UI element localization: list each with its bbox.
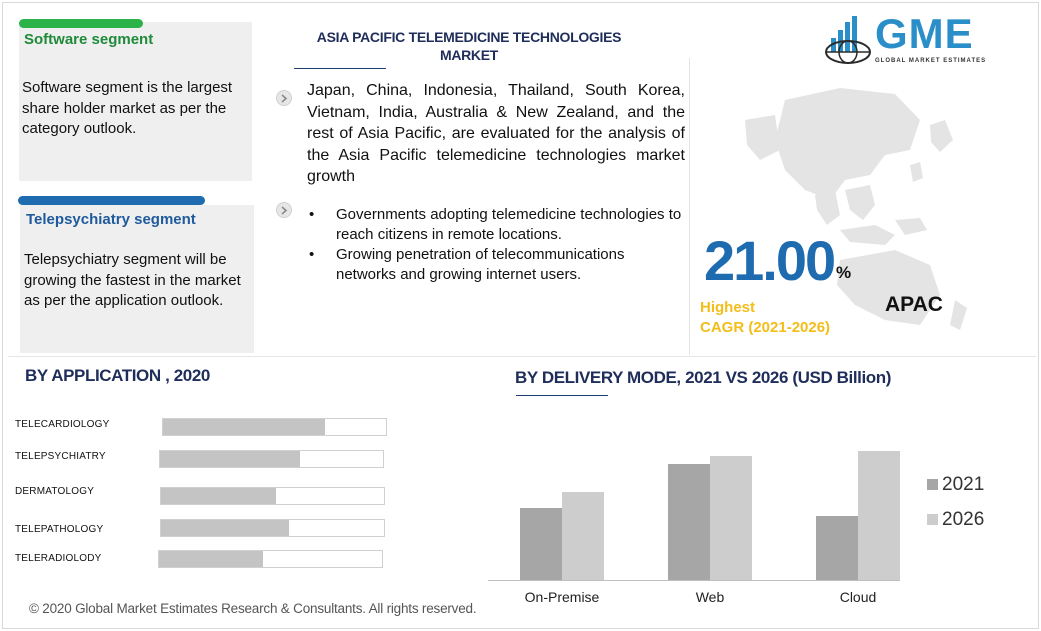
delivery-mode-bar-chart: On-Premise Web Cloud 2021 2026 bbox=[488, 451, 984, 605]
bar-2021-on-premise bbox=[520, 508, 562, 580]
x-tick-label: Cloud bbox=[840, 589, 877, 605]
application-bar-label: TELEPATHOLOGY bbox=[15, 524, 104, 535]
application-bar bbox=[163, 419, 325, 435]
asia-pacific-map-icon bbox=[745, 88, 967, 330]
x-tick-label: On-Premise bbox=[525, 589, 600, 605]
gme-logo: GME GLOBAL MARKET ESTIMATES bbox=[823, 10, 1007, 67]
application-bar-track bbox=[160, 519, 385, 537]
bar-2021-cloud bbox=[816, 516, 858, 580]
legend-swatch bbox=[927, 479, 938, 490]
copyright-footer: © 2020 Global Market Estimates Research … bbox=[29, 601, 477, 616]
divider-horizontal bbox=[8, 356, 1036, 357]
bullet-item: • Governments adopting telemedicine techn… bbox=[307, 205, 687, 245]
cagr-unit: % bbox=[836, 263, 852, 282]
delivery-title-underline bbox=[516, 395, 608, 396]
telepsychiatry-segment-card: Telepsychiatry segment Telepsychiatry se… bbox=[18, 196, 254, 353]
bar-2026-cloud bbox=[858, 451, 900, 580]
application-bar bbox=[161, 520, 289, 536]
bullet-text: Governments adopting telemedicine techno… bbox=[336, 206, 682, 243]
title-underline bbox=[294, 68, 386, 69]
bullet-glyph: • bbox=[309, 246, 315, 263]
divider-vertical bbox=[689, 58, 690, 355]
x-tick-label: Web bbox=[696, 589, 725, 605]
legend-swatch bbox=[927, 514, 938, 525]
telepsychiatry-card-title: Telepsychiatry segment bbox=[26, 211, 196, 228]
cagr-value: 21.00 bbox=[704, 229, 836, 292]
legend-label: 2026 bbox=[942, 509, 984, 530]
overview-paragraph: Japan, China, Indonesia, Thailand, South… bbox=[307, 82, 685, 185]
bullet-text: Growing penetration of telecommunication… bbox=[336, 246, 625, 283]
cagr-label: Highest CAGR (2021-2026) bbox=[700, 298, 830, 338]
software-card-accent-bar bbox=[19, 19, 143, 28]
legend-label: 2021 bbox=[942, 474, 984, 495]
application-section-title: BY APPLICATION , 2020 bbox=[25, 366, 210, 385]
region-label: APAC bbox=[885, 293, 943, 316]
logo-subtitle: GLOBAL MARKET ESTIMATES bbox=[875, 58, 987, 64]
chevron-right-icon bbox=[276, 202, 292, 218]
application-bar-label: TELERADIOLODY bbox=[15, 553, 102, 564]
cagr-label-line1: Highest bbox=[700, 299, 756, 316]
chevron-right-icon bbox=[276, 90, 292, 106]
bullet-item: • Growing penetration of telecommunicatio… bbox=[307, 245, 687, 285]
application-bar-label: TELECARDIOLOGY bbox=[15, 419, 110, 430]
application-bar-track bbox=[158, 550, 383, 568]
software-segment-card: Software segment Software segment is the… bbox=[19, 19, 252, 181]
bullet-glyph: • bbox=[309, 206, 315, 223]
application-bar bbox=[160, 451, 300, 467]
application-bar-track bbox=[162, 418, 387, 436]
globe-chart-logo-icon bbox=[825, 16, 871, 64]
application-bar-track bbox=[159, 450, 384, 468]
application-bar-label: DERMATOLOGY bbox=[15, 486, 95, 497]
bar-2026-on-premise bbox=[562, 492, 604, 580]
telepsychiatry-card-text: Telepsychiatry segment will be growing t… bbox=[24, 251, 241, 309]
bar-2021-web bbox=[668, 464, 710, 580]
application-bar-track bbox=[160, 487, 385, 505]
application-bar bbox=[159, 551, 263, 567]
driver-bullet-list: • Governments adopting telemedicine techn… bbox=[307, 205, 687, 285]
logo-wordmark: GME bbox=[875, 10, 974, 57]
delivery-section-title: BY DELIVERY MODE, 2021 VS 2026 (USD Bill… bbox=[515, 368, 892, 387]
cagr-label-line2: CAGR (2021-2026) bbox=[700, 319, 831, 336]
software-card-text: Software segment is the largest share ho… bbox=[22, 79, 233, 137]
software-card-title: Software segment bbox=[24, 31, 154, 48]
application-bar bbox=[161, 488, 276, 504]
bar-2026-web bbox=[710, 456, 752, 580]
page-title: ASIA PACIFIC TELEMEDICINE TECHNOLOGIES M… bbox=[316, 29, 622, 63]
application-bar-label: TELEPSYCHIATRY bbox=[15, 451, 106, 462]
telepsychiatry-card-accent-bar bbox=[18, 196, 205, 205]
